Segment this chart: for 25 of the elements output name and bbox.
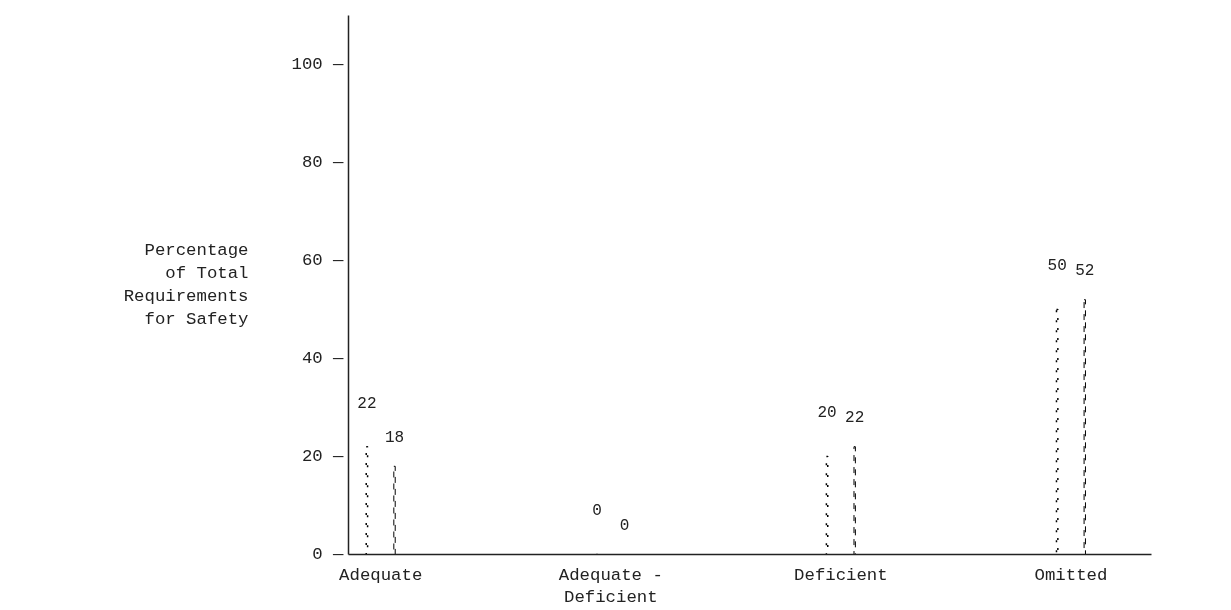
data-label: 0 — [592, 502, 602, 521]
data-label: 18 — [384, 428, 405, 447]
y-tick-label: 80 — — [301, 153, 345, 172]
x-tick-label: Adequate - Deficient — [558, 565, 663, 608]
y-axis-title: Percentage of Total Requirements for Safety — [123, 241, 249, 329]
bar — [825, 455, 829, 555]
y-tick-label: 60 — — [301, 251, 345, 270]
x-tick-label: Deficient — [794, 565, 888, 585]
data-label: 22 — [845, 409, 865, 428]
data-label: 50 — [1047, 257, 1067, 276]
data-label: 20 — [817, 404, 837, 423]
bar — [393, 465, 396, 555]
x-tick-label: Adequate — [339, 565, 423, 585]
y-tick-label: 100 — — [291, 55, 345, 74]
y-tick-label: 0 — — [312, 545, 345, 564]
bar — [1083, 299, 1086, 555]
bar — [1055, 308, 1059, 555]
x-tick-label: Omitted — [1034, 565, 1108, 585]
y-tick-label: 40 — — [301, 349, 345, 368]
y-tick-label: 20 — — [301, 447, 345, 466]
data-label: 22 — [357, 394, 377, 413]
bar — [365, 445, 369, 555]
data-label: 52 — [1075, 262, 1095, 281]
data-label: 0 — [619, 517, 630, 535]
bar — [853, 446, 856, 555]
